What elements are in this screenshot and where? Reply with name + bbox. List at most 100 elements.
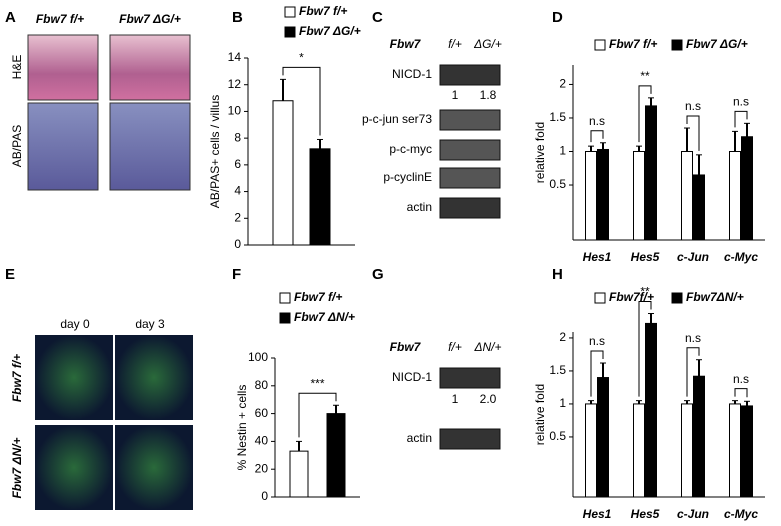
lane-label: f/+ — [448, 340, 462, 354]
quantification: 2.0 — [480, 392, 497, 406]
column-header: Fbw7 f/+ — [36, 12, 84, 26]
significance-bracket — [590, 130, 604, 143]
legend-label: Fbw7 f/+ — [609, 37, 657, 51]
y-tick-label: 1 — [559, 396, 566, 410]
significance-bracket — [298, 392, 337, 438]
panel-letter: G — [372, 266, 384, 283]
micrograph — [109, 102, 191, 191]
x-tick-label: Hes5 — [631, 250, 660, 264]
y-tick-label: 0.5 — [549, 429, 566, 443]
bar — [681, 403, 693, 498]
y-tick-label: 20 — [255, 461, 269, 475]
legend-label: Fbw7 ΔN/+ — [294, 310, 355, 324]
significance-bracket — [638, 301, 652, 397]
column-header: day 3 — [135, 317, 165, 331]
significance-bracket — [590, 350, 604, 397]
legend-label: Fbw7 f/+ — [299, 4, 347, 18]
row-label: Fbw7 ΔN/+ — [10, 437, 24, 498]
panel-letter: D — [552, 9, 563, 26]
y-tick-label: 80 — [255, 378, 269, 392]
y-axis-label: relative fold — [533, 122, 547, 183]
bar — [633, 150, 645, 241]
legend-label: Fbw7ΔN/+ — [686, 290, 744, 304]
micrograph — [35, 335, 113, 420]
quantification: 1.8 — [480, 88, 497, 102]
panel-letter: C — [372, 9, 383, 26]
lane-label: ΔG/+ — [473, 37, 502, 51]
row-label: AB/PAS — [10, 125, 24, 167]
significance-label: * — [299, 51, 304, 65]
micrograph — [27, 102, 99, 191]
micrograph — [115, 425, 193, 510]
y-tick-label: 4 — [234, 184, 241, 198]
quantification: 1 — [452, 88, 459, 102]
legend-swatch — [279, 312, 291, 324]
y-tick-label: 10 — [228, 104, 242, 118]
y-axis-label: % Nestin + cells — [235, 385, 249, 471]
micrograph — [109, 34, 191, 101]
x-tick-label: Hes1 — [583, 250, 612, 264]
legend-swatch — [284, 26, 296, 38]
panel-letter: F — [232, 266, 241, 283]
y-axis-label: relative fold — [533, 384, 547, 445]
y-tick-label: 12 — [228, 77, 242, 91]
y-tick-label: 2 — [234, 210, 241, 224]
legend-swatch — [671, 292, 683, 304]
y-tick-label: 14 — [228, 50, 242, 64]
y-axis-label: AB/PAS+ cells / villus — [208, 95, 222, 208]
bar — [309, 148, 331, 246]
bar — [729, 403, 741, 498]
gene-label: Fbw7 — [390, 340, 422, 354]
blot-label: p-cyclinE — [383, 170, 432, 184]
legend-swatch — [284, 6, 296, 18]
bar — [326, 413, 346, 498]
blot — [439, 367, 501, 389]
significance-bracket — [686, 347, 700, 397]
significance-label: n.s — [589, 334, 605, 348]
bar — [741, 405, 753, 498]
bar — [693, 375, 705, 498]
micrograph — [115, 335, 193, 420]
significance-label: ** — [640, 285, 650, 299]
legend-swatch — [594, 292, 606, 304]
y-tick-label: 8 — [234, 130, 241, 144]
panel-letter: H — [552, 266, 563, 283]
blot — [439, 428, 501, 450]
panel-letter: A — [5, 9, 16, 26]
significance-label: n.s — [733, 372, 749, 386]
blot — [439, 109, 501, 131]
bar — [585, 150, 597, 241]
legend-swatch — [279, 292, 291, 304]
x-tick-label: Hes1 — [583, 507, 612, 521]
bar — [272, 100, 294, 246]
significance-label: *** — [310, 376, 324, 390]
blot — [439, 167, 501, 189]
column-header: Fbw7 ΔG/+ — [119, 12, 181, 26]
y-tick-label: 40 — [255, 434, 269, 448]
significance-bracket — [638, 85, 652, 143]
blot-label: actin — [407, 200, 432, 214]
significance-label: n.s — [589, 114, 605, 128]
legend-swatch — [671, 39, 683, 51]
row-label: Fbw7 f/+ — [10, 354, 24, 402]
y-tick-label: 100 — [248, 350, 268, 364]
legend-label: Fbw7 f/+ — [294, 290, 342, 304]
bar — [645, 105, 657, 241]
row-label: H&E — [10, 55, 24, 80]
significance-label: n.s — [733, 95, 749, 109]
x-tick-label: Hes5 — [631, 507, 660, 521]
significance-bracket — [734, 110, 748, 128]
blot-label: NICD-1 — [392, 370, 432, 384]
x-tick-label: c-Jun — [677, 250, 709, 264]
bar — [289, 450, 309, 498]
blot-label: p-c-myc — [389, 142, 432, 156]
legend-label: Fbw7f/+ — [609, 290, 654, 304]
y-tick-label: 0 — [234, 237, 241, 251]
significance-bracket — [282, 66, 321, 136]
x-tick-label: c-Myc — [724, 507, 758, 521]
lane-label: f/+ — [448, 37, 462, 51]
panel-letter: B — [232, 9, 243, 26]
x-tick-label: c-Myc — [724, 250, 758, 264]
blot-label: p-c-jun ser73 — [362, 112, 432, 126]
